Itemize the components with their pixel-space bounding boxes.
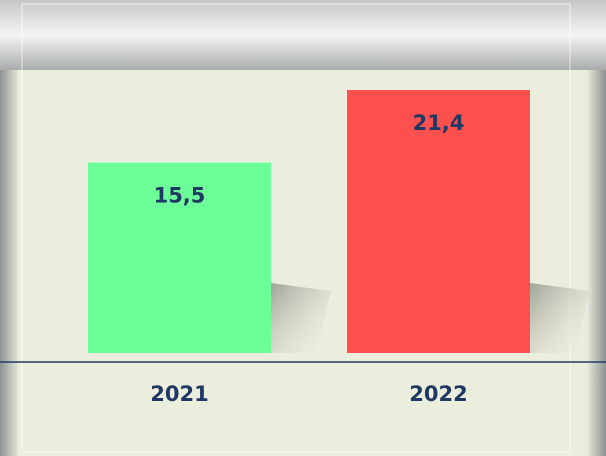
inner-frame bbox=[21, 3, 571, 453]
bar bbox=[88, 162, 271, 353]
plot: 15,5 2021 21,4 2022 bbox=[88, 90, 590, 406]
bar bbox=[347, 90, 530, 353]
data-label: 15,5 bbox=[154, 184, 206, 208]
x-tick-label: 2022 bbox=[409, 382, 467, 406]
bar-shadow bbox=[271, 283, 331, 353]
x-tick-label: 2021 bbox=[150, 382, 208, 406]
frame-right bbox=[588, 0, 606, 456]
data-label: 21,4 bbox=[413, 111, 465, 135]
bar-shadow bbox=[530, 283, 590, 353]
top-band bbox=[0, 0, 606, 70]
frame-left bbox=[0, 0, 18, 456]
